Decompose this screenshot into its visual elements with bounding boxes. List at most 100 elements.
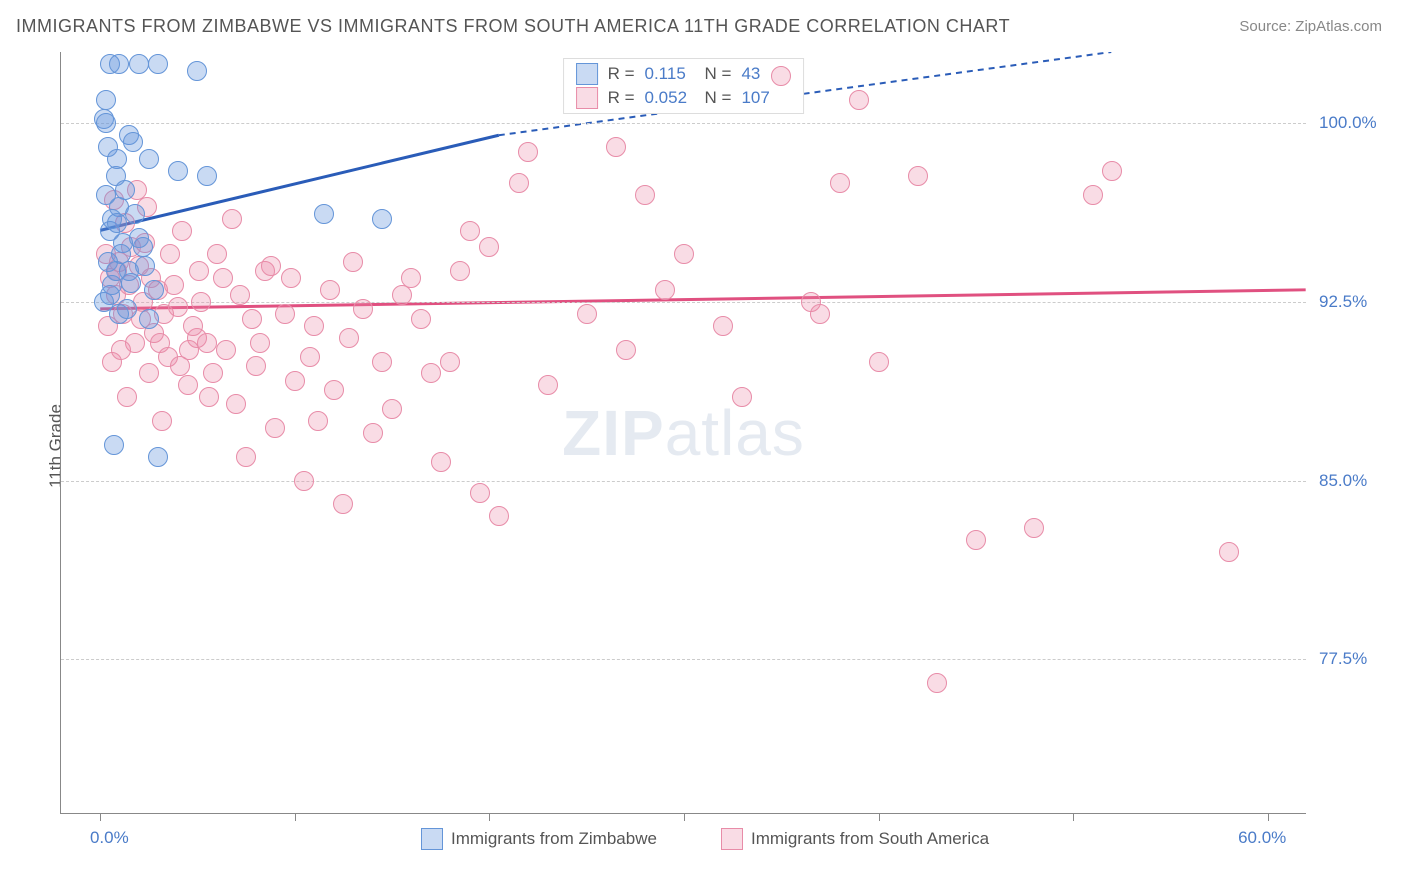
scatter-point-zimbabwe <box>100 285 120 305</box>
y-tick-label: 85.0% <box>1319 471 1367 491</box>
scatter-point-southamerica <box>203 363 223 383</box>
scatter-point-zimbabwe <box>144 280 164 300</box>
scatter-point-zimbabwe <box>129 228 149 248</box>
scatter-point-southamerica <box>713 316 733 336</box>
scatter-point-zimbabwe <box>121 273 141 293</box>
legend-swatch-zimbabwe <box>576 63 598 85</box>
scatter-point-southamerica <box>489 506 509 526</box>
scatter-point-southamerica <box>431 452 451 472</box>
scatter-point-zimbabwe <box>104 435 124 455</box>
legend-r-label: R = <box>608 64 635 84</box>
scatter-point-zimbabwe <box>148 447 168 467</box>
scatter-point-southamerica <box>226 394 246 414</box>
legend-bottom-southamerica: Immigrants from South America <box>721 828 989 850</box>
y-tick-label: 77.5% <box>1319 649 1367 669</box>
scatter-point-zimbabwe <box>96 113 116 133</box>
gridline <box>61 123 1306 124</box>
legend-r-value-zimbabwe: 0.115 <box>645 64 695 84</box>
scatter-point-zimbabwe <box>372 209 392 229</box>
scatter-point-southamerica <box>339 328 359 348</box>
scatter-point-southamerica <box>164 275 184 295</box>
scatter-point-southamerica <box>172 221 192 241</box>
trend-line <box>100 135 499 230</box>
scatter-point-southamerica <box>1102 161 1122 181</box>
scatter-point-southamerica <box>111 340 131 360</box>
scatter-point-southamerica <box>460 221 480 241</box>
legend-label-zimbabwe: Immigrants from Zimbabwe <box>451 829 657 849</box>
x-tick <box>489 813 490 821</box>
scatter-point-southamerica <box>183 316 203 336</box>
gridline <box>61 659 1306 660</box>
scatter-point-southamerica <box>213 268 233 288</box>
scatter-point-southamerica <box>324 380 344 400</box>
scatter-point-southamerica <box>117 387 137 407</box>
scatter-point-southamerica <box>518 142 538 162</box>
scatter-point-southamerica <box>1024 518 1044 538</box>
legend-stats-row-zimbabwe: R = 0.115 N = 43 <box>576 63 792 85</box>
source-attribution: Source: ZipAtlas.com <box>1239 18 1382 35</box>
scatter-point-southamerica <box>771 66 791 86</box>
scatter-point-southamerica <box>294 471 314 491</box>
scatter-point-zimbabwe <box>197 166 217 186</box>
legend-n-value-southamerica: 107 <box>741 88 791 108</box>
scatter-point-southamerica <box>304 316 324 336</box>
scatter-point-southamerica <box>246 356 266 376</box>
scatter-point-southamerica <box>908 166 928 186</box>
legend-bottom-zimbabwe: Immigrants from Zimbabwe <box>421 828 657 850</box>
legend-label-southamerica: Immigrants from South America <box>751 829 989 849</box>
x-tick <box>684 813 685 821</box>
scatter-point-southamerica <box>538 375 558 395</box>
scatter-point-southamerica <box>450 261 470 281</box>
y-tick-label: 92.5% <box>1319 292 1367 312</box>
legend-r-label: R = <box>608 88 635 108</box>
scatter-point-southamerica <box>191 292 211 312</box>
scatter-point-zimbabwe <box>109 54 129 74</box>
scatter-point-southamerica <box>470 483 490 503</box>
scatter-point-zimbabwe <box>168 161 188 181</box>
scatter-point-southamerica <box>320 280 340 300</box>
scatter-point-southamerica <box>606 137 626 157</box>
legend-swatch-zimbabwe <box>421 828 443 850</box>
scatter-point-southamerica <box>577 304 597 324</box>
watermark: ZIPatlas <box>562 396 805 470</box>
scatter-point-southamerica <box>333 494 353 514</box>
gridline <box>61 481 1306 482</box>
scatter-point-southamerica <box>199 387 219 407</box>
scatter-point-zimbabwe <box>107 213 127 233</box>
scatter-point-southamerica <box>139 363 159 383</box>
scatter-point-zimbabwe <box>135 256 155 276</box>
legend-r-value-southamerica: 0.052 <box>645 88 695 108</box>
scatter-point-zimbabwe <box>139 149 159 169</box>
scatter-point-southamerica <box>230 285 250 305</box>
scatter-point-southamerica <box>160 244 180 264</box>
x-tick-label: 60.0% <box>1238 828 1286 848</box>
scatter-point-zimbabwe <box>117 299 137 319</box>
scatter-point-southamerica <box>392 285 412 305</box>
legend-n-label: N = <box>705 88 732 108</box>
scatter-point-zimbabwe <box>123 132 143 152</box>
scatter-point-southamerica <box>372 352 392 372</box>
x-tick <box>1073 813 1074 821</box>
source-label: Source: <box>1239 18 1291 35</box>
scatter-point-southamerica <box>265 418 285 438</box>
scatter-point-southamerica <box>732 387 752 407</box>
scatter-point-southamerica <box>635 185 655 205</box>
gridline <box>61 302 1306 303</box>
scatter-point-southamerica <box>343 252 363 272</box>
legend-stats-row-southamerica: R = 0.052 N = 107 <box>576 87 792 109</box>
scatter-point-southamerica <box>222 209 242 229</box>
scatter-point-southamerica <box>353 299 373 319</box>
scatter-point-southamerica <box>440 352 460 372</box>
scatter-point-zimbabwe <box>107 149 127 169</box>
scatter-point-southamerica <box>285 371 305 391</box>
scatter-point-zimbabwe <box>96 90 116 110</box>
scatter-point-southamerica <box>421 363 441 383</box>
legend-stats-box: R = 0.115 N = 43 R = 0.052 N = 107 <box>563 58 805 114</box>
scatter-point-southamerica <box>275 304 295 324</box>
scatter-point-zimbabwe <box>115 180 135 200</box>
chart-title: IMMIGRANTS FROM ZIMBABWE VS IMMIGRANTS F… <box>16 16 1010 37</box>
scatter-point-southamerica <box>830 173 850 193</box>
scatter-point-southamerica <box>479 237 499 257</box>
scatter-point-southamerica <box>261 256 281 276</box>
scatter-point-southamerica <box>189 261 209 281</box>
